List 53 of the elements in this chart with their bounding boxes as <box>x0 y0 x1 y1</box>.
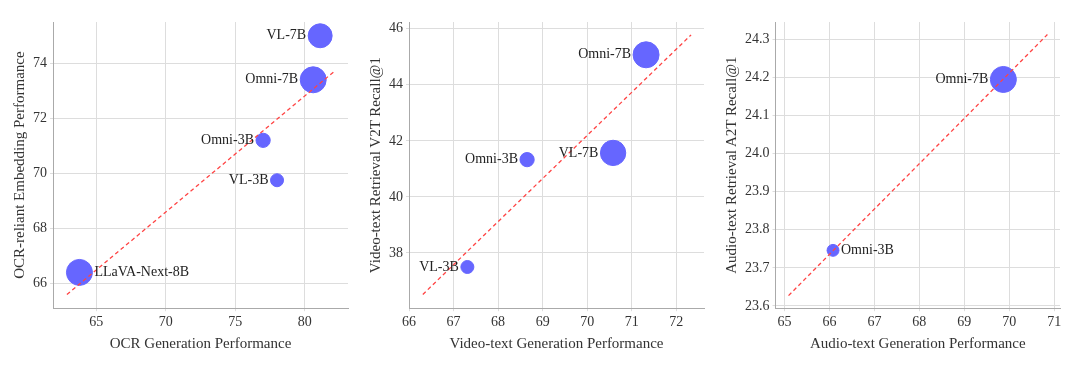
y-tick-label: 66 <box>33 275 47 291</box>
x-tick-label: 70 <box>580 314 595 330</box>
y-axis-title: Audio-text Retrieval A2T Recall@1 <box>722 56 739 274</box>
x-tick-label: 75 <box>228 314 243 330</box>
x-tick-label: 72 <box>669 314 684 330</box>
y-tick-label: 42 <box>389 132 403 148</box>
x-tick-label: 68 <box>491 314 506 330</box>
y-axis-title: OCR-reliant Embedding Performance <box>10 51 27 279</box>
x-tick-label: 66 <box>822 314 837 330</box>
x-tick-label: 67 <box>446 314 461 330</box>
annotation: VL-7B <box>558 144 599 160</box>
y-tick-label: 24.3 <box>745 31 770 47</box>
x-tick-label: 68 <box>912 314 927 330</box>
x-tick-label: 69 <box>535 314 550 330</box>
y-tick-label: 23.6 <box>745 297 770 313</box>
x-tick-label: 70 <box>1002 314 1017 330</box>
y-tick-label: 24.0 <box>745 145 770 161</box>
y-tick-label: 72 <box>33 109 47 125</box>
y-tick-label: 23.7 <box>745 259 770 275</box>
y-tick-label: 24.2 <box>745 69 770 85</box>
annotation: VL-3B <box>228 171 269 187</box>
annotation: Omni-3B <box>201 132 254 147</box>
x-tick-label: 69 <box>957 314 972 330</box>
x-tick-label: 80 <box>297 314 312 330</box>
x-axis-title: Audio-text Generation Performance <box>809 334 1026 351</box>
annotation: LLaVA-Next-8B <box>94 264 190 280</box>
y-tick-label: 70 <box>33 165 47 181</box>
annotation: Omni-7B <box>245 71 299 87</box>
y-tick-label: 74 <box>33 54 47 70</box>
x-tick-label: 65 <box>777 314 792 330</box>
y-tick-label: 46 <box>389 20 403 36</box>
annotation: VL-7B <box>266 27 307 43</box>
y-tick-label: 44 <box>389 76 403 92</box>
y-tick-label: 23.8 <box>745 221 770 237</box>
x-axis-title: Video-text Generation Performance <box>449 334 664 351</box>
y-tick-label: 38 <box>389 244 403 260</box>
x-axis-title: OCR Generation Performance <box>109 334 292 351</box>
annotation: Omni-7B <box>935 71 989 87</box>
x-tick-label: 65 <box>89 314 104 330</box>
y-tick-label: 24.1 <box>745 107 770 123</box>
x-tick-label: 70 <box>158 314 173 330</box>
y-tick-label: 40 <box>389 188 403 204</box>
annotation: Omni-3B <box>840 242 894 258</box>
x-tick-label: 71 <box>1047 314 1062 330</box>
y-axis-title: Video-text Retrieval V2T Recall@1 <box>366 57 383 274</box>
annotation: Omni-3B <box>465 151 518 167</box>
annotation: Omni-7B <box>578 46 632 62</box>
annotation: VL-3B <box>419 258 459 274</box>
x-tick-label: 67 <box>867 314 882 330</box>
x-tick-label: 71 <box>624 314 639 330</box>
x-tick-label: 66 <box>402 314 416 330</box>
y-tick-label: 23.9 <box>745 183 770 199</box>
y-tick-label: 68 <box>33 220 47 236</box>
